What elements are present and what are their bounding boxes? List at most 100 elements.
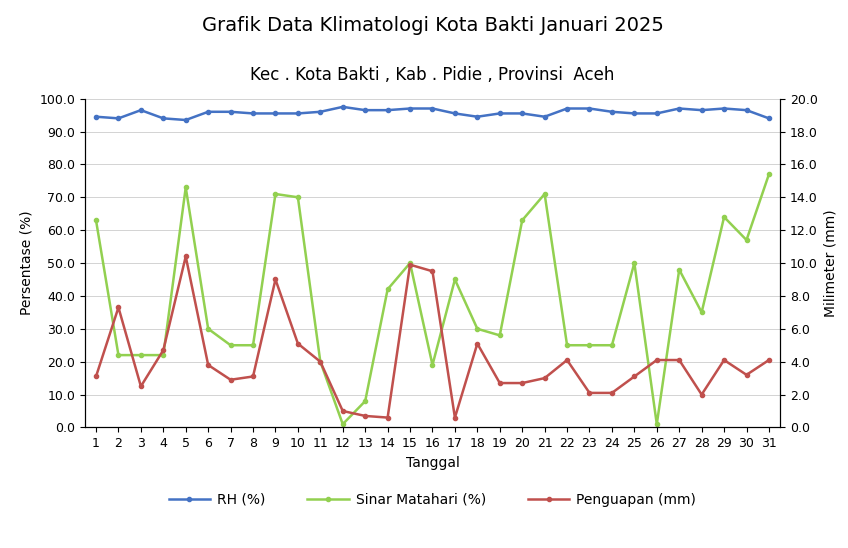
- RH (%): [248, 110, 258, 117]
- RH (%): [91, 113, 101, 120]
- Sinar Matahari (%): [91, 217, 101, 224]
- Penguapan (mm): [449, 414, 460, 421]
- Penguapan (mm): [382, 414, 393, 421]
- RH (%): [562, 105, 572, 112]
- Line: Sinar Matahari (%): Sinar Matahari (%): [94, 172, 771, 426]
- Penguapan (mm): [405, 261, 416, 268]
- RH (%): [203, 109, 213, 115]
- Penguapan (mm): [629, 373, 639, 380]
- Penguapan (mm): [338, 408, 348, 414]
- Sinar Matahari (%): [159, 352, 169, 358]
- Penguapan (mm): [696, 391, 706, 398]
- Sinar Matahari (%): [674, 266, 684, 273]
- Text: Kec . Kota Bakti , Kab . Pidie , Provinsi  Aceh: Kec . Kota Bakti , Kab . Pidie , Provins…: [250, 66, 615, 84]
- Sinar Matahari (%): [449, 276, 460, 283]
- Penguapan (mm): [539, 375, 550, 381]
- Sinar Matahari (%): [382, 286, 393, 293]
- Penguapan (mm): [652, 357, 662, 363]
- Penguapan (mm): [472, 340, 483, 347]
- Penguapan (mm): [91, 373, 101, 380]
- Penguapan (mm): [136, 383, 146, 390]
- Penguapan (mm): [226, 376, 236, 383]
- RH (%): [584, 105, 594, 112]
- Sinar Matahari (%): [226, 342, 236, 349]
- Penguapan (mm): [271, 276, 281, 283]
- Sinar Matahari (%): [562, 342, 572, 349]
- Sinar Matahari (%): [315, 358, 326, 365]
- Sinar Matahari (%): [427, 362, 438, 368]
- RH (%): [315, 109, 326, 115]
- Penguapan (mm): [674, 357, 684, 363]
- Line: RH (%): RH (%): [94, 105, 771, 122]
- RH (%): [719, 105, 729, 112]
- Sinar Matahari (%): [629, 260, 639, 266]
- Penguapan (mm): [427, 268, 438, 275]
- RH (%): [181, 117, 191, 123]
- Penguapan (mm): [764, 357, 774, 363]
- RH (%): [741, 107, 751, 113]
- Y-axis label: Milimeter (mm): Milimeter (mm): [823, 209, 837, 317]
- Legend: RH (%), Sinar Matahari (%), Penguapan (mm): RH (%), Sinar Matahari (%), Penguapan (m…: [163, 487, 702, 512]
- Sinar Matahari (%): [494, 332, 505, 339]
- Sinar Matahari (%): [181, 184, 191, 191]
- Sinar Matahari (%): [741, 237, 751, 243]
- RH (%): [539, 113, 550, 120]
- Penguapan (mm): [517, 380, 527, 386]
- Sinar Matahari (%): [293, 194, 303, 201]
- RH (%): [674, 105, 684, 112]
- RH (%): [696, 107, 706, 113]
- RH (%): [293, 110, 303, 117]
- Penguapan (mm): [315, 358, 326, 365]
- Sinar Matahari (%): [764, 171, 774, 178]
- RH (%): [472, 113, 483, 120]
- RH (%): [629, 110, 639, 117]
- RH (%): [226, 109, 236, 115]
- Penguapan (mm): [203, 362, 213, 368]
- Sinar Matahari (%): [517, 217, 527, 224]
- Penguapan (mm): [607, 390, 617, 396]
- Penguapan (mm): [719, 357, 729, 363]
- Y-axis label: Persentase (%): Persentase (%): [20, 211, 34, 315]
- Sinar Matahari (%): [248, 342, 258, 349]
- Penguapan (mm): [360, 413, 371, 419]
- RH (%): [360, 107, 371, 113]
- Sinar Matahari (%): [696, 309, 706, 316]
- Sinar Matahari (%): [360, 398, 371, 404]
- RH (%): [114, 115, 124, 122]
- Penguapan (mm): [494, 380, 505, 386]
- RH (%): [271, 110, 281, 117]
- Penguapan (mm): [159, 347, 169, 353]
- RH (%): [517, 110, 527, 117]
- X-axis label: Tanggal: Tanggal: [405, 456, 460, 470]
- RH (%): [449, 110, 460, 117]
- Penguapan (mm): [562, 357, 572, 363]
- RH (%): [338, 104, 348, 110]
- Penguapan (mm): [584, 390, 594, 396]
- Sinar Matahari (%): [338, 421, 348, 427]
- Sinar Matahari (%): [405, 260, 416, 266]
- Sinar Matahari (%): [472, 326, 483, 332]
- Sinar Matahari (%): [539, 191, 550, 197]
- RH (%): [136, 107, 146, 113]
- RH (%): [764, 115, 774, 122]
- Penguapan (mm): [293, 340, 303, 347]
- RH (%): [607, 109, 617, 115]
- Line: Penguapan (mm): Penguapan (mm): [94, 254, 771, 420]
- RH (%): [494, 110, 505, 117]
- Penguapan (mm): [741, 372, 751, 378]
- Penguapan (mm): [248, 373, 258, 380]
- Penguapan (mm): [114, 304, 124, 311]
- RH (%): [427, 105, 438, 112]
- Sinar Matahari (%): [584, 342, 594, 349]
- RH (%): [405, 105, 416, 112]
- Sinar Matahari (%): [652, 421, 662, 427]
- Sinar Matahari (%): [719, 214, 729, 220]
- RH (%): [382, 107, 393, 113]
- Sinar Matahari (%): [203, 326, 213, 332]
- RH (%): [159, 115, 169, 122]
- Text: Grafik Data Klimatologi Kota Bakti Januari 2025: Grafik Data Klimatologi Kota Bakti Janua…: [202, 16, 663, 36]
- Sinar Matahari (%): [607, 342, 617, 349]
- RH (%): [652, 110, 662, 117]
- Sinar Matahari (%): [271, 191, 281, 197]
- Sinar Matahari (%): [136, 352, 146, 358]
